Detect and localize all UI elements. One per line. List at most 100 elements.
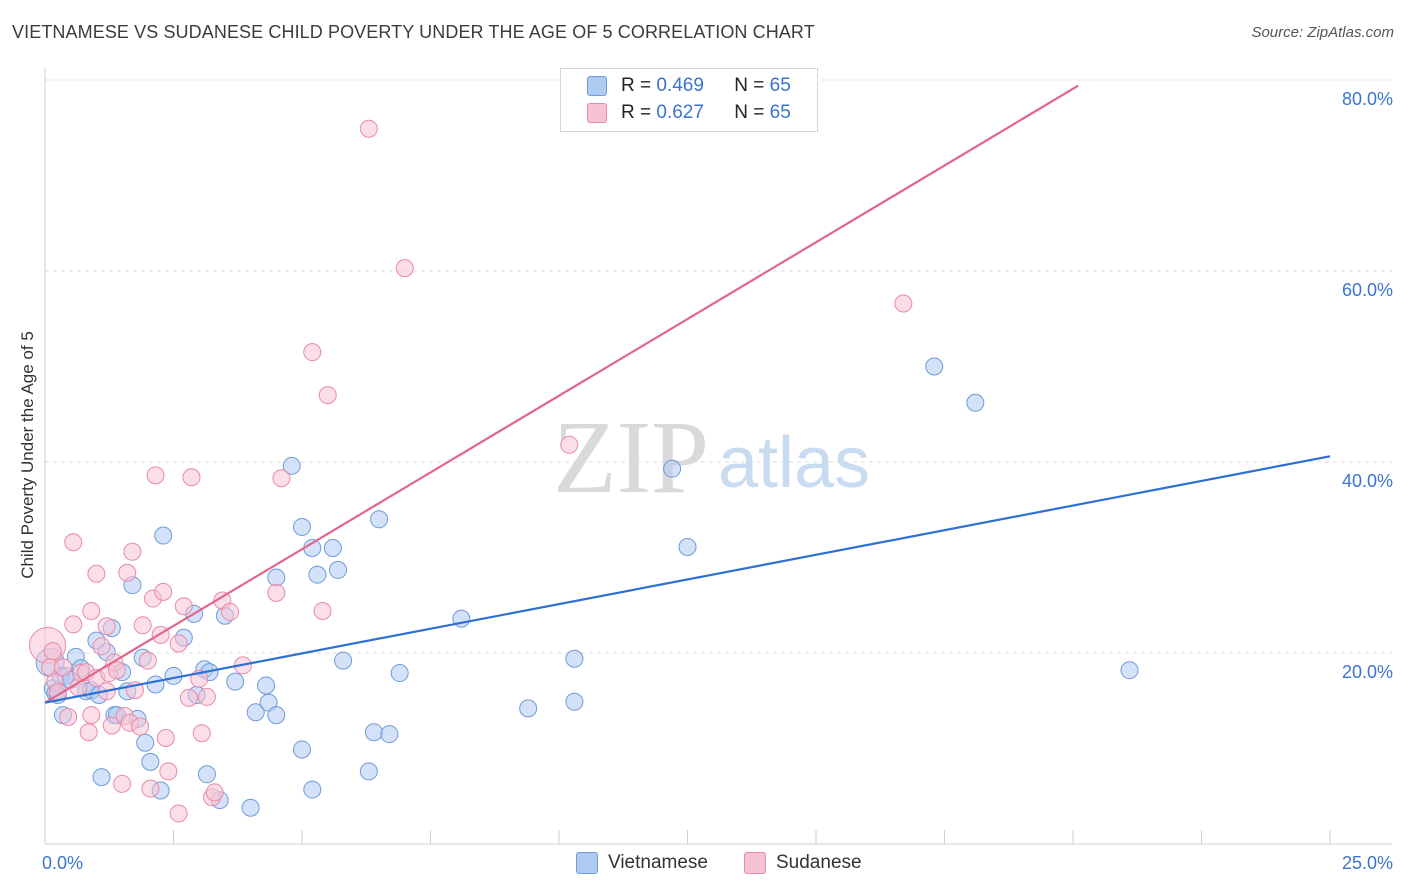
sudanese-point [141, 779, 160, 798]
sudanese-point [154, 582, 173, 601]
vietnamese-point [565, 649, 584, 668]
sudanese-point [169, 634, 188, 653]
legend-swatch-sudanese [587, 103, 607, 123]
sudanese-point [303, 343, 322, 362]
vietnamese-point [146, 675, 165, 694]
sudanese-point [138, 651, 157, 670]
vietnamese-point [359, 762, 378, 781]
vietnamese-point [141, 752, 160, 771]
sudanese-point [131, 717, 150, 736]
sudanese-point [169, 804, 188, 823]
y-tick-label: 60.0% [1342, 280, 1393, 300]
watermark-atlas: atlas [718, 423, 870, 503]
sudanese-point [313, 601, 332, 620]
axes [44, 68, 1392, 845]
sudanese-trend-line [44, 84, 1079, 704]
sudanese-point [97, 617, 116, 636]
vietnamese-point [257, 676, 276, 695]
sudanese-point [87, 564, 106, 583]
sudanese-point [182, 468, 201, 487]
chart-source: Source: ZipAtlas.com [1251, 24, 1394, 41]
vietnamese-point [334, 651, 353, 670]
sudanese-point [174, 597, 193, 616]
sudanese-point [560, 435, 579, 454]
vietnamese-point [154, 526, 173, 545]
legend-row-sudanese: R = 0.627 N = 65 [587, 101, 791, 125]
vietnamese-point [282, 456, 301, 475]
sudanese-point [43, 642, 62, 661]
sudanese-point [159, 762, 178, 781]
sudanese-point [64, 533, 83, 552]
vietnamese-point [390, 664, 409, 683]
trend-lines [44, 84, 1331, 704]
vietnamese-point [226, 672, 245, 691]
sudanese-point [64, 615, 83, 634]
sudanese-point [53, 658, 72, 677]
y-tick-label: 80.0% [1342, 89, 1393, 109]
sudanese-point [79, 723, 98, 742]
legend-swatch-vietnamese [587, 76, 607, 96]
vietnamese-point [663, 459, 682, 478]
sudanese-point [107, 661, 126, 680]
vietnamese-point [323, 538, 342, 557]
sudanese-point [133, 616, 152, 635]
legend-r-value: 0.469 [656, 75, 704, 96]
bottom-legend-swatch-sudanese [744, 852, 766, 874]
x-tick-label-max: 25.0% [1342, 853, 1393, 873]
x-tick-label-min: 0.0% [42, 853, 83, 873]
legend-row-vietnamese: R = 0.469 N = 65 [587, 74, 791, 98]
chart-title: VIETNAMESE VS SUDANESE CHILD POVERTY UND… [12, 22, 815, 42]
sudanese-point [118, 563, 137, 582]
vietnamese-point [364, 723, 383, 742]
vietnamese-point [370, 510, 389, 529]
vietnamese-point [136, 733, 155, 752]
sudanese-point [82, 601, 101, 620]
sudanese-point [197, 687, 216, 706]
bottom-legend-vietnamese: Vietnamese [576, 852, 708, 874]
vietnamese-point [678, 537, 697, 556]
vietnamese-point [380, 725, 399, 744]
vietnamese-point [925, 357, 944, 376]
vietnamese-point [241, 798, 260, 817]
legend-n-label: N = [734, 102, 765, 123]
bottom-legend-label-vietnamese: Vietnamese [608, 852, 708, 873]
vietnamese-point [293, 517, 311, 536]
vietnamese-point [92, 768, 111, 787]
watermark: ZIP atlas [553, 400, 870, 515]
y-tick-label: 20.0% [1342, 662, 1393, 682]
sudanese-point [156, 728, 175, 747]
sudanese-point [59, 707, 78, 726]
legend-n-label: N = [734, 75, 765, 96]
bottom-legend-label-sudanese: Sudanese [776, 852, 862, 873]
watermark-zip: ZIP [553, 400, 709, 515]
y-tick-label: 40.0% [1342, 471, 1393, 491]
legend: R = 0.469 N = 65 R = 0.627 N = 65 [560, 68, 818, 132]
vietnamese-point [966, 393, 985, 412]
sudanese-point [82, 706, 101, 725]
vietnamese-point [519, 699, 538, 718]
sudanese-point [221, 602, 240, 621]
sudanese-point [146, 466, 165, 485]
vietnamese-point [1120, 661, 1139, 680]
vietnamese-point [308, 565, 327, 584]
vietnamese-point [267, 706, 286, 725]
vietnamese-point [197, 765, 216, 784]
vietnamese-point [303, 780, 322, 799]
legend-r-label: R = [621, 102, 652, 123]
vietnamese-point [293, 740, 311, 759]
sudanese-point [123, 542, 142, 561]
sudanese-point [894, 294, 913, 313]
legend-n-value: 65 [769, 102, 791, 123]
bottom-legend: Vietnamese Sudanese [0, 852, 1406, 878]
vietnamese-point [246, 703, 265, 722]
vietnamese-point [267, 568, 286, 587]
tick-labels: 20.0% 40.0% 60.0% 80.0% 0.0% 25.0% [42, 89, 1393, 873]
bottom-legend-swatch-vietnamese [576, 852, 598, 874]
legend-r-label: R = [621, 75, 652, 96]
sudanese-point [318, 386, 337, 405]
sudanese-point [102, 716, 121, 735]
sudanese-point [92, 637, 111, 656]
sudanese-point [395, 259, 414, 278]
sudanese-point [359, 119, 378, 138]
